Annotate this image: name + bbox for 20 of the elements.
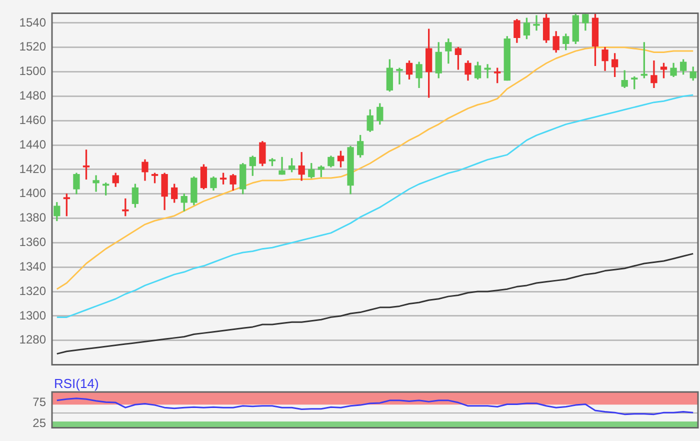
y-tick-label: 1400 [19, 186, 46, 200]
y-tick-label: 25 [32, 416, 46, 430]
series-label: RSI(14) [54, 376, 99, 392]
y-tick-label: 1280 [19, 332, 46, 347]
candlestick [396, 68, 403, 84]
candlestick [278, 156, 286, 175]
candlestick [92, 175, 100, 192]
y-tick-label: 1340 [19, 259, 46, 274]
y-tick-label: 1540 [19, 15, 46, 30]
y-tick-label: 75 [32, 394, 46, 409]
y-tick-label: 1380 [19, 210, 46, 225]
y-tick-label: 1500 [19, 64, 46, 78]
y-tick-label: 1480 [19, 88, 46, 103]
y-tick-label: 1420 [19, 162, 46, 176]
y-tick-label: 1460 [19, 112, 46, 127]
y-tick-label: 1440 [19, 137, 46, 152]
y-tick-label: 1520 [19, 40, 46, 54]
y-tick-label: 1300 [19, 308, 46, 322]
y-tick-label: 1320 [19, 284, 46, 298]
y-tick-label: 1360 [19, 235, 46, 250]
